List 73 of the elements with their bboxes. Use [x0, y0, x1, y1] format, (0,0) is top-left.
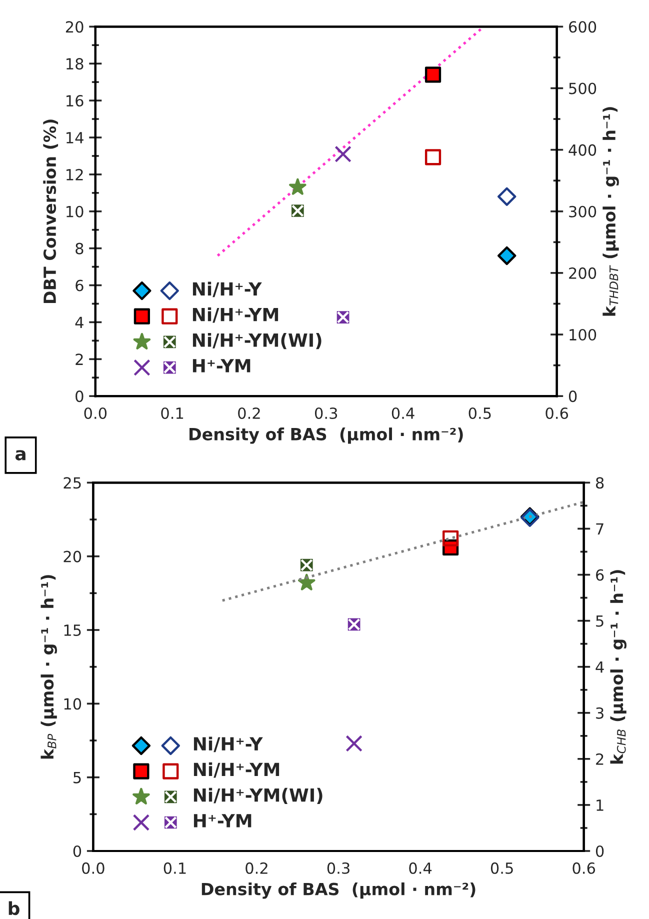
y-tick-label: 18: [66, 58, 84, 70]
point: [334, 146, 352, 162]
text: b: [8, 901, 20, 916]
y-tick-label: 2: [76, 354, 83, 365]
y2-tick-label: 0: [596, 845, 604, 858]
point: [298, 574, 316, 590]
x-tick-label: 0.5: [468, 407, 491, 420]
point: [289, 178, 306, 195]
point: [442, 530, 459, 546]
x-tick-label: 0.3: [314, 407, 338, 420]
x-tick-label: 0.5: [490, 862, 513, 874]
y-tick-label: 12: [66, 168, 83, 180]
legend-label: H⁺-YM: [194, 814, 252, 828]
y-tick-label: 20: [64, 550, 82, 562]
y-tick-label: 15: [64, 624, 81, 636]
legend-label: Ni/H⁺-YM: [194, 762, 280, 778]
x-tick-label: 0.0: [84, 407, 107, 420]
point: [424, 149, 442, 166]
y2-tick-label: 2: [596, 753, 604, 765]
y2-tick-label: 1: [596, 800, 604, 811]
y-tick-label: 5: [74, 772, 81, 784]
y2-tick-label: 8: [596, 477, 604, 489]
x-tick-label: 0.6: [546, 407, 568, 420]
y2-tick-label: 500: [569, 82, 596, 94]
x-tick-label: 0.2: [246, 862, 268, 874]
y2-tick-label: 5: [596, 615, 604, 627]
y2-axis-title: k$_{THDBT}$ (μmol · g⁻¹ · h⁻¹): [602, 107, 619, 316]
y-tick-label: 4: [75, 316, 84, 328]
x-tick-label: 0.2: [238, 407, 260, 420]
y2-tick-label: 100: [570, 328, 596, 341]
legend-label: Ni/H⁺-YM(WI): [192, 332, 322, 350]
x-tick-label: 0.6: [572, 862, 596, 874]
y-axis-title: k$_{BP}$ (μmol · g⁻¹ · h⁻¹): [40, 575, 58, 759]
y-tick-label: 14: [66, 132, 84, 144]
legend-label: Ni/H⁺-Y: [192, 282, 262, 298]
x-tick-label: 0.1: [161, 407, 184, 420]
y2-tick-label: 0: [568, 390, 577, 402]
point: [424, 66, 442, 83]
point: [346, 616, 362, 633]
x-tick-label: 0.3: [327, 862, 350, 874]
y2-tick-label: 6: [596, 569, 604, 581]
x-tick-label: 0.0: [82, 862, 104, 874]
legend-label: Ni/H⁺-Y: [194, 736, 263, 752]
x-tick-label: 0.4: [409, 862, 432, 874]
y2-tick-label: 4: [596, 661, 604, 673]
legend-label: Ni/H⁺-YM(WI): [194, 788, 322, 804]
y-tick-label: 20: [66, 21, 84, 33]
y2-tick-label: 400: [568, 144, 596, 156]
y-tick-label: 6: [76, 280, 84, 292]
point: [498, 187, 516, 206]
y-tick-label: 10: [64, 698, 82, 710]
point: [498, 246, 516, 266]
x-tick-label: 0.4: [392, 407, 414, 420]
y-tick-label: 0: [73, 845, 82, 858]
x-axis-title: Density of BAS (μmol · nm⁻²): [202, 882, 476, 899]
y-axis-title: DBT Conversion (%): [43, 120, 58, 304]
legend-label: H⁺-YM: [192, 359, 250, 372]
y-tick-label: 0: [76, 390, 84, 402]
point: [346, 735, 362, 752]
y2-tick-label: 300: [569, 206, 596, 218]
text: a: [15, 450, 26, 460]
y-tick-label: 8: [76, 242, 84, 254]
legend-label: Ni/H⁺-YM: [192, 307, 278, 323]
y2-axis-title: k$_{CHB}$ (μmol · g⁻¹ · h⁻¹): [610, 570, 626, 764]
x-axis-title: Density of BAS (μmol · nm⁻²): [190, 428, 463, 444]
y2-tick-label: 3: [596, 707, 604, 719]
y2-tick-label: 600: [569, 21, 596, 33]
y-tick-label: 10: [66, 206, 84, 218]
x-tick-label: 0.1: [164, 862, 186, 874]
y-tick-label: 16: [66, 95, 84, 107]
y-tick-label: 25: [64, 477, 81, 489]
y2-tick-label: 7: [596, 523, 604, 535]
y2-tick-label: 200: [569, 267, 596, 279]
